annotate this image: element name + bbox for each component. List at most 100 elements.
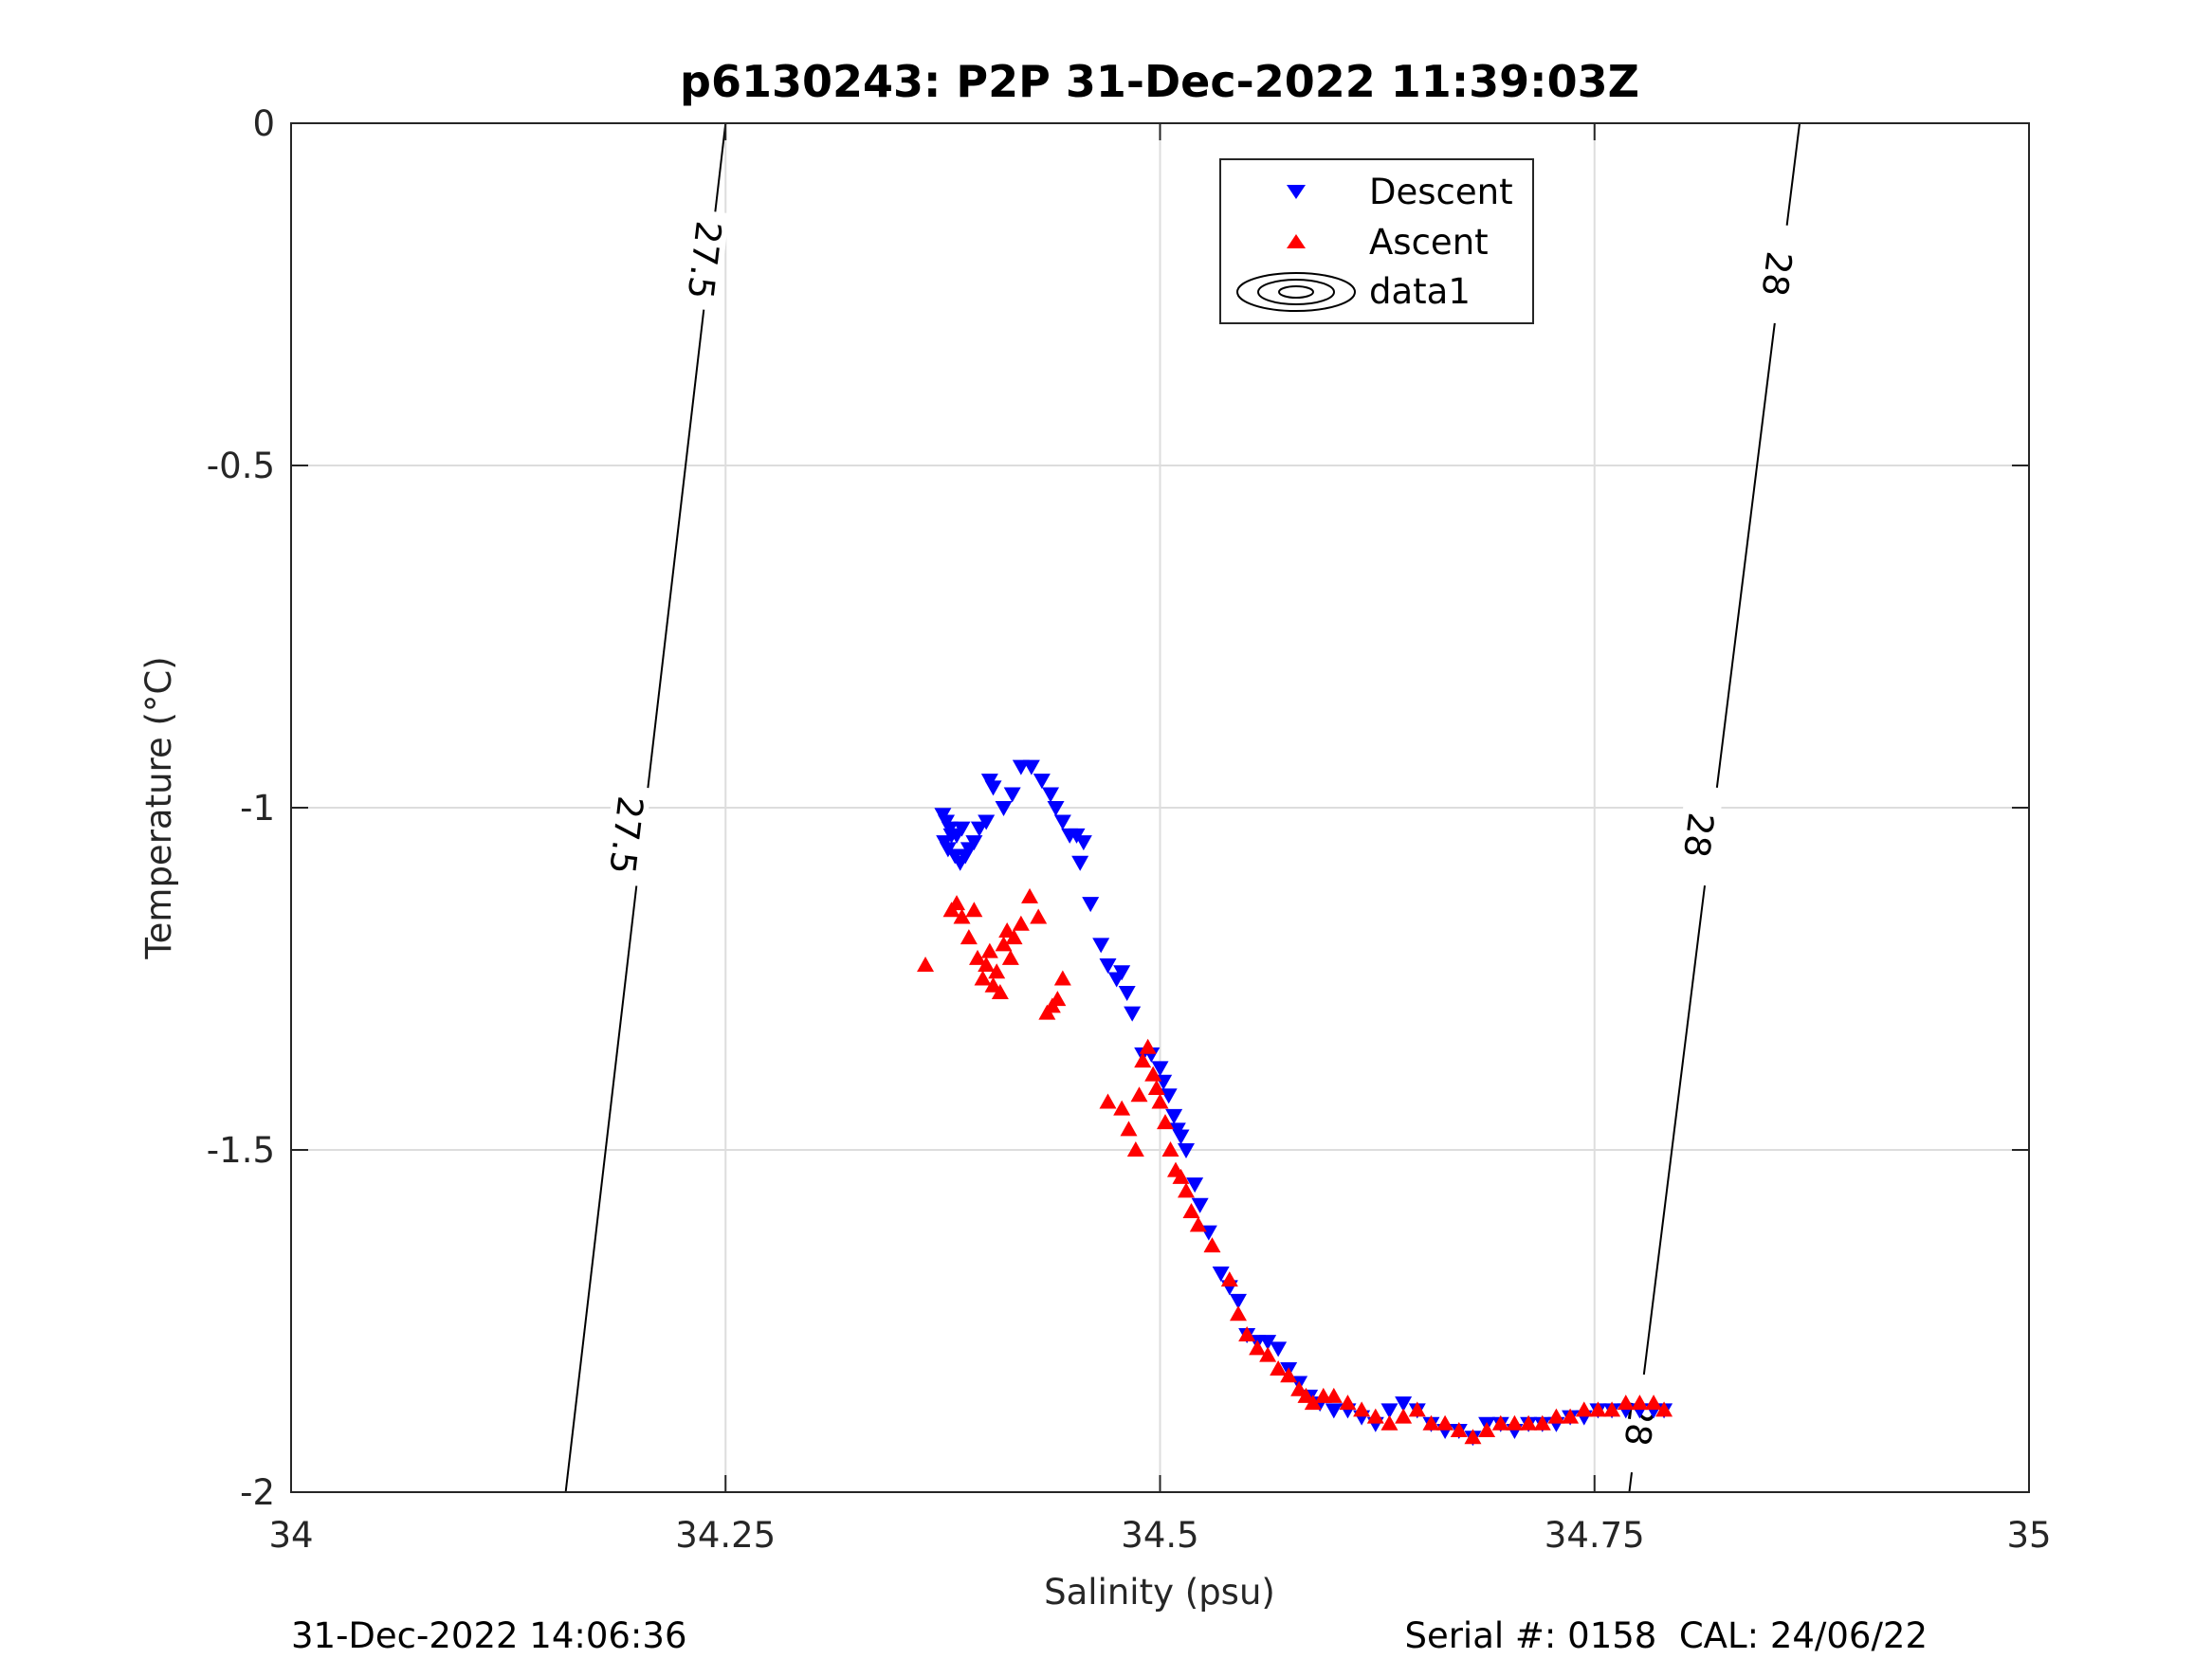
descent-point (965, 835, 983, 851)
ascent-point (1177, 1182, 1195, 1198)
legend-descent-label: Descent (1369, 172, 1513, 212)
descent-point (1212, 1266, 1230, 1282)
contour-label: 27.5 (601, 793, 650, 876)
x-tick-label: 34.25 (675, 1515, 776, 1556)
descent-point (1053, 814, 1071, 830)
descent-point (1380, 1403, 1398, 1419)
descent-point (1033, 774, 1051, 790)
ascent-point (1259, 1346, 1277, 1362)
grid-lines (291, 123, 2029, 1492)
ascent-point (1001, 949, 1019, 965)
ascent-point (1520, 1414, 1538, 1431)
y-tick-label: -1 (240, 788, 275, 829)
series-ascent (917, 887, 1673, 1445)
data-series (917, 759, 1673, 1447)
ascent-point (1053, 970, 1071, 986)
descent-point (980, 774, 998, 790)
y-tick-label: -0.5 (207, 446, 275, 486)
legend-contour-icon (1236, 272, 1356, 312)
ascent-point (988, 963, 1006, 979)
descent-point (1325, 1403, 1343, 1419)
descent-point (1047, 801, 1065, 816)
x-tick-label: 34.5 (1121, 1515, 1198, 1556)
descent-point (1118, 985, 1136, 1001)
axis-ticks: 34 34.25 34.5 34.75 35 0 -0.5 -1 -1.5 -2 (207, 103, 2052, 1556)
ascent-point (969, 949, 987, 965)
legend: Descent Ascent data1 (1219, 158, 1534, 324)
ascent-point (953, 908, 971, 924)
x-tick-label: 34 (268, 1515, 313, 1556)
ascent-point (998, 921, 1016, 938)
descent-point (1113, 965, 1131, 981)
ascent-point (1366, 1408, 1384, 1424)
ascent-point (1151, 1093, 1169, 1109)
ascent-point (1339, 1395, 1357, 1411)
x-tick-label: 35 (2006, 1515, 2051, 1556)
ascent-point (980, 942, 998, 958)
contour-label: 27.5 (680, 219, 729, 301)
ascent-point (1249, 1340, 1267, 1356)
ascent-point (1491, 1414, 1509, 1431)
ascent-point (1304, 1395, 1322, 1411)
x-axis-label: Salinity (psu) (1044, 1572, 1275, 1613)
descent-point (1229, 1293, 1247, 1309)
ascent-point (1562, 1408, 1580, 1424)
ascent-point (1120, 1121, 1138, 1137)
ascent-point (948, 895, 966, 911)
descent-point (970, 821, 988, 837)
y-tick-label: 0 (252, 103, 275, 144)
ascent-point (1280, 1367, 1298, 1383)
contour-label-gap (601, 783, 651, 886)
ascent-point (1099, 1093, 1117, 1109)
ascent-point (1436, 1414, 1454, 1431)
descent-point (1186, 1177, 1204, 1194)
ascent-point (1144, 1066, 1162, 1082)
contour-label: 28 (1675, 811, 1721, 860)
ascent-point (1408, 1401, 1426, 1417)
ascent-point (1220, 1271, 1238, 1287)
legend-ascent-marker (1287, 234, 1306, 248)
ascent-point (1126, 1141, 1144, 1157)
legend-descent-marker (1287, 185, 1306, 199)
ascent-point (1380, 1414, 1398, 1431)
descent-point (953, 821, 971, 837)
descent-point (1092, 938, 1110, 954)
ascent-point (1139, 1038, 1157, 1054)
ascent-point (1325, 1387, 1343, 1403)
descent-point (1042, 787, 1060, 803)
ascent-point (1005, 929, 1023, 945)
ascent-point (1575, 1401, 1593, 1417)
y-tick-label: -1.5 (207, 1130, 275, 1171)
ascent-point (1450, 1422, 1468, 1438)
ascent-point (1229, 1305, 1247, 1322)
ascent-point (1172, 1168, 1190, 1184)
ascent-point (1147, 1080, 1165, 1096)
ascent-point (1603, 1401, 1621, 1417)
ascent-point (1113, 1100, 1131, 1116)
chart-title: p6130243: P2P 31-Dec-2022 11:39:03Z (680, 56, 1639, 107)
ascent-point (991, 983, 1009, 999)
ascent-point (1464, 1429, 1482, 1445)
contour-label-gap (1751, 222, 1802, 325)
descent-point (1082, 897, 1100, 913)
ascent-point (995, 936, 1013, 952)
ascent-point (974, 970, 992, 986)
ascent-point (1395, 1408, 1413, 1424)
ascent-point (1161, 1141, 1179, 1157)
descent-point (1191, 1197, 1209, 1213)
ascent-point (1012, 915, 1030, 931)
contour-label: 28 (1753, 249, 1799, 299)
descent-point (1259, 1335, 1277, 1351)
ascent-point (1631, 1395, 1649, 1411)
ascent-point (965, 902, 983, 918)
ascent-point (984, 976, 1002, 993)
legend-data1-label: data1 (1369, 271, 1471, 312)
ascent-point (1353, 1401, 1371, 1417)
ascent-point (960, 929, 978, 945)
descent-point (1165, 1108, 1183, 1124)
descent-point (1099, 958, 1117, 975)
ascent-point (1021, 887, 1039, 903)
ascent-point (1189, 1216, 1207, 1232)
